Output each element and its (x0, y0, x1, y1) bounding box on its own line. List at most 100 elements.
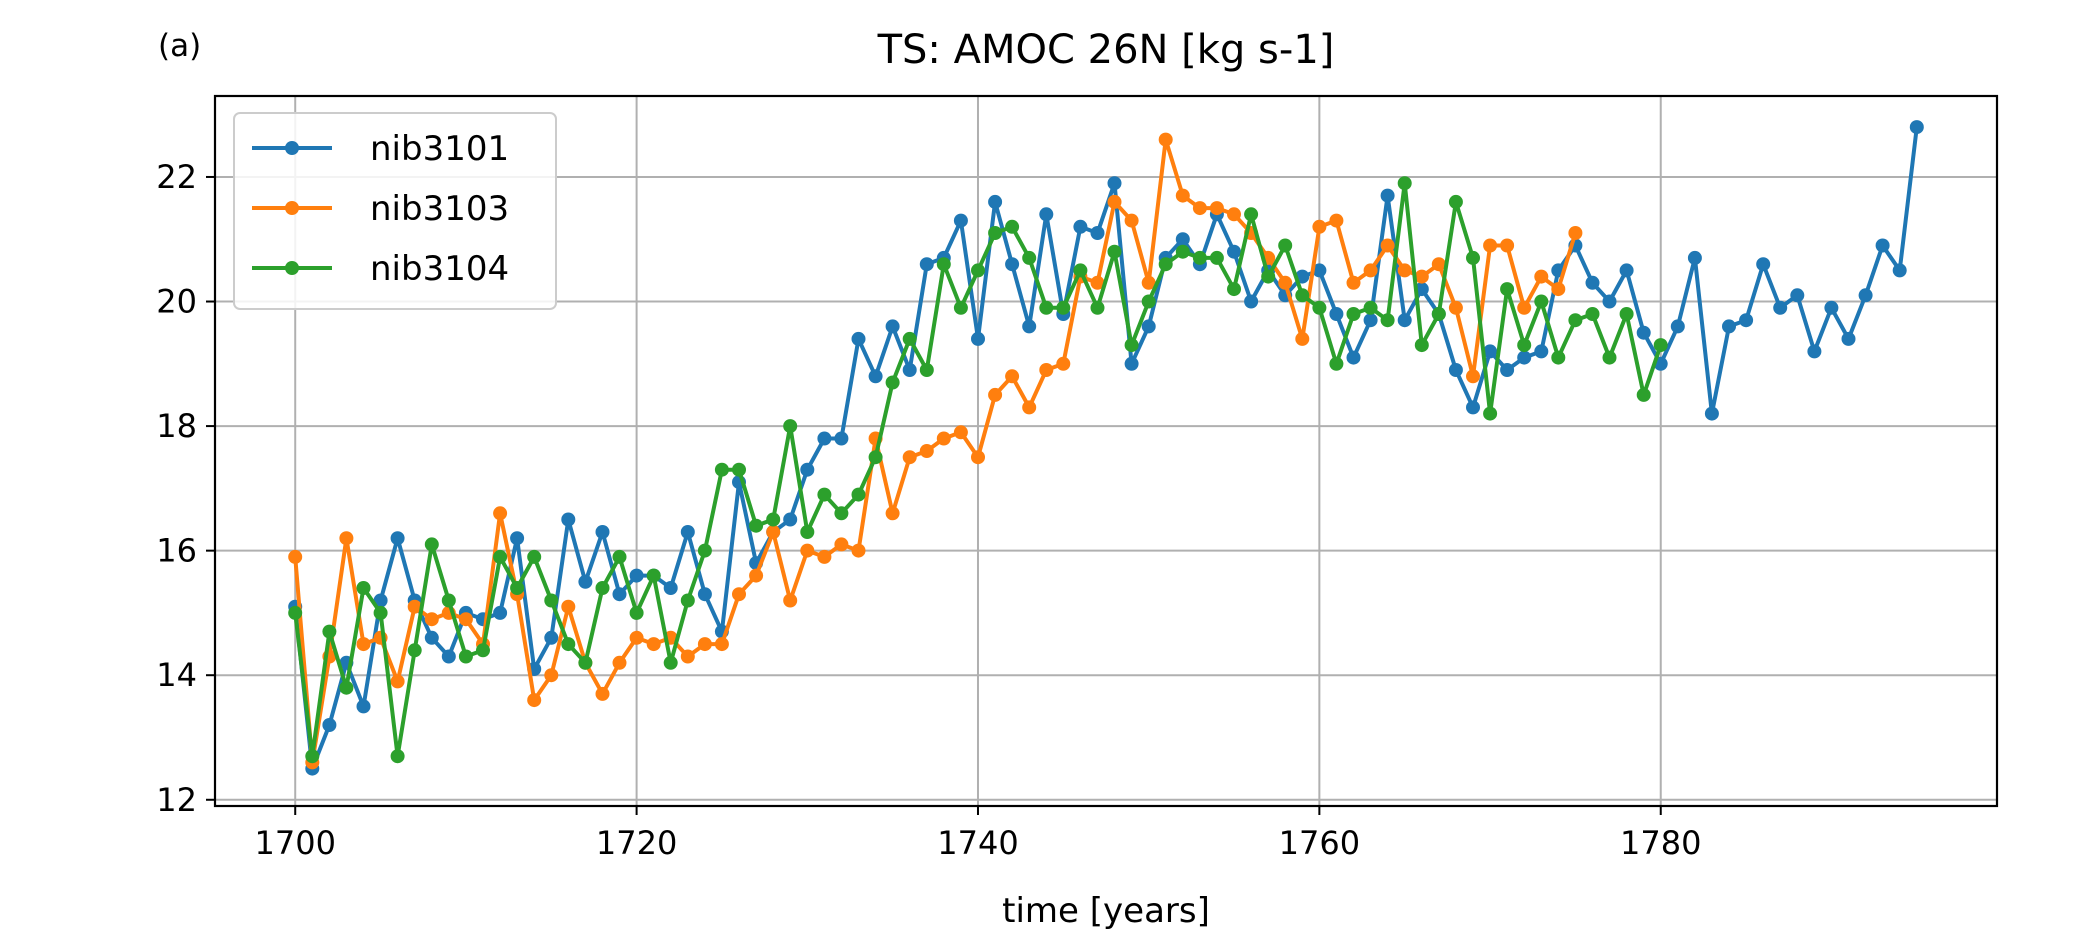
data-point (732, 462, 746, 477)
data-point (1363, 300, 1378, 315)
data-point (1073, 219, 1088, 234)
data-point (527, 549, 542, 564)
data-point (1534, 344, 1549, 359)
data-point (407, 599, 422, 614)
data-point (851, 543, 866, 558)
data-point (1227, 244, 1241, 259)
data-point (1551, 350, 1566, 365)
data-point (595, 581, 610, 595)
data-point (1722, 319, 1736, 334)
data-point (868, 369, 883, 384)
legend-entry-nib3104: nib3104 (252, 249, 509, 289)
data-point (424, 612, 439, 627)
data-point (1192, 201, 1207, 216)
data-point (1022, 250, 1037, 265)
data-point (1517, 338, 1532, 353)
data-point (1175, 232, 1190, 247)
data-point (1500, 282, 1515, 297)
data-point (1585, 275, 1600, 290)
data-point (646, 568, 661, 583)
data-point (390, 749, 405, 764)
data-point (1107, 176, 1122, 191)
y-axis: 12 14 16 18 20 22 (156, 158, 215, 819)
data-point (1858, 288, 1873, 303)
data-point (749, 518, 764, 533)
data-point (1380, 313, 1395, 328)
data-point (1192, 250, 1207, 265)
data-point (919, 444, 934, 458)
data-point (1039, 300, 1054, 315)
data-point (1346, 307, 1361, 321)
data-point (1875, 238, 1890, 253)
data-point (919, 363, 934, 377)
chart-title: TS: AMOC 26N [kg s-1] (877, 27, 1335, 73)
legend-marker (285, 201, 299, 215)
data-point (390, 674, 405, 689)
data-point (732, 587, 746, 602)
data-point (851, 487, 866, 502)
data-point (1466, 250, 1480, 265)
data-point (885, 375, 900, 390)
data-point (1602, 294, 1617, 309)
data-point (1397, 176, 1412, 191)
data-point (1124, 356, 1139, 371)
data-point (885, 506, 900, 521)
data-point (1431, 257, 1446, 272)
data-point (561, 637, 576, 652)
data-point (544, 630, 559, 645)
data-point (1090, 300, 1105, 315)
data-point (1141, 294, 1156, 309)
data-point (1704, 406, 1719, 421)
data-point (936, 257, 951, 272)
data-point (561, 512, 576, 527)
data-point (663, 581, 678, 595)
data-point (1278, 275, 1293, 290)
data-point (1073, 263, 1088, 278)
x-tick-label: 1740 (937, 824, 1018, 862)
data-point (1448, 300, 1463, 315)
data-point (373, 593, 388, 608)
data-point (988, 226, 1003, 240)
data-point (612, 549, 627, 564)
data-point (936, 431, 951, 446)
data-point (988, 387, 1003, 402)
data-point (1619, 307, 1634, 321)
data-point (1227, 207, 1241, 222)
data-point (1175, 188, 1190, 203)
legend-box (233, 112, 557, 310)
legend-marker (285, 261, 299, 275)
data-point (390, 531, 405, 546)
data-point (544, 593, 559, 608)
data-point (919, 257, 934, 272)
legend-entry-nib3101: nib3101 (252, 129, 509, 169)
data-point (1295, 331, 1310, 346)
data-point (322, 624, 337, 639)
data-point (800, 525, 815, 539)
data-point (1602, 350, 1617, 365)
data-point (1022, 319, 1037, 334)
data-point (1005, 257, 1020, 272)
data-point (493, 605, 508, 620)
data-point (1312, 300, 1327, 315)
data-point (1431, 307, 1446, 321)
data-point (1175, 244, 1190, 259)
data-point (1636, 387, 1651, 402)
data-point (953, 213, 968, 228)
data-point (1005, 219, 1020, 234)
data-point (1483, 406, 1498, 421)
data-point (1158, 132, 1173, 147)
data-point (322, 718, 337, 732)
plot-frame (213, 94, 1999, 808)
data-point (817, 549, 832, 564)
data-point (885, 319, 900, 334)
data-point (1841, 331, 1856, 346)
data-point (988, 194, 1003, 209)
data-point (1329, 307, 1344, 321)
data-point (663, 655, 678, 670)
panel-label: (a) (158, 28, 201, 64)
data-point (612, 655, 627, 670)
data-point (1346, 350, 1361, 365)
data-point (612, 587, 627, 602)
data-point (1244, 294, 1259, 309)
data-point (339, 680, 354, 695)
